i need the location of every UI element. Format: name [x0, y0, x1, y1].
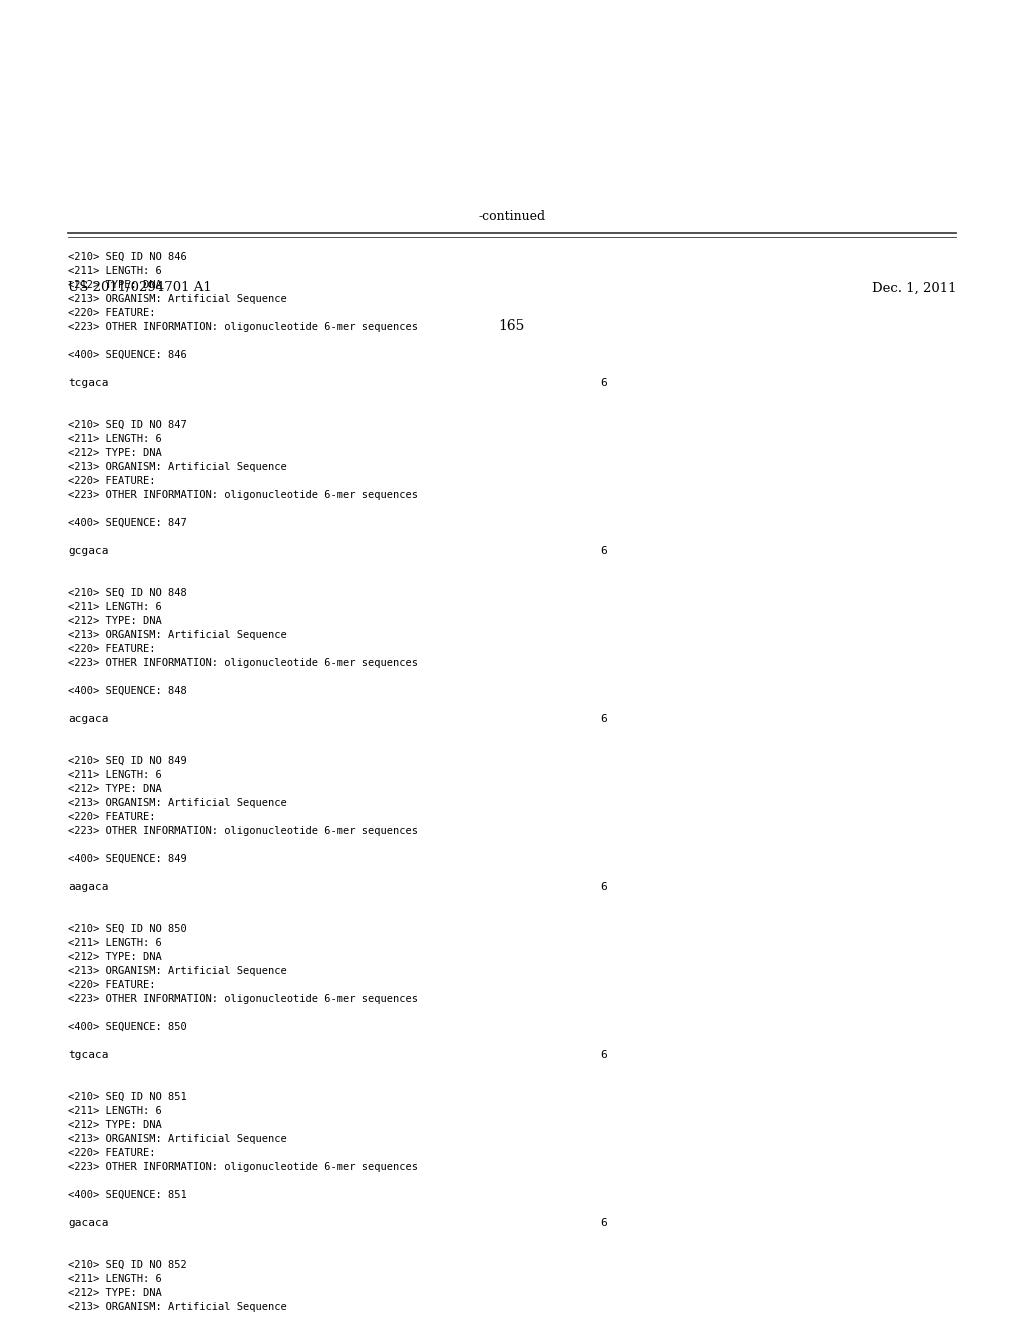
Text: 6: 6 — [600, 1049, 607, 1060]
Text: <212> TYPE: DNA: <212> TYPE: DNA — [68, 1288, 162, 1298]
Text: US 2011/0294701 A1: US 2011/0294701 A1 — [68, 281, 212, 294]
Text: tgcaca: tgcaca — [68, 1049, 109, 1060]
Text: gcgaca: gcgaca — [68, 546, 109, 556]
Text: -continued: -continued — [478, 210, 546, 223]
Text: <212> TYPE: DNA: <212> TYPE: DNA — [68, 447, 162, 458]
Text: <211> LENGTH: 6: <211> LENGTH: 6 — [68, 1274, 162, 1284]
Text: gacaca: gacaca — [68, 1218, 109, 1228]
Text: <213> ORGANISM: Artificial Sequence: <213> ORGANISM: Artificial Sequence — [68, 966, 287, 975]
Text: acgaca: acgaca — [68, 714, 109, 723]
Text: <210> SEQ ID NO 851: <210> SEQ ID NO 851 — [68, 1092, 186, 1102]
Text: <210> SEQ ID NO 849: <210> SEQ ID NO 849 — [68, 756, 186, 766]
Text: <213> ORGANISM: Artificial Sequence: <213> ORGANISM: Artificial Sequence — [68, 1302, 287, 1312]
Text: <220> FEATURE:: <220> FEATURE: — [68, 812, 156, 822]
Text: aagaca: aagaca — [68, 882, 109, 892]
Text: <210> SEQ ID NO 847: <210> SEQ ID NO 847 — [68, 420, 186, 430]
Text: <212> TYPE: DNA: <212> TYPE: DNA — [68, 280, 162, 290]
Text: <213> ORGANISM: Artificial Sequence: <213> ORGANISM: Artificial Sequence — [68, 1134, 287, 1144]
Text: <220> FEATURE:: <220> FEATURE: — [68, 644, 156, 653]
Text: <213> ORGANISM: Artificial Sequence: <213> ORGANISM: Artificial Sequence — [68, 630, 287, 640]
Text: <220> FEATURE:: <220> FEATURE: — [68, 308, 156, 318]
Text: <210> SEQ ID NO 848: <210> SEQ ID NO 848 — [68, 587, 186, 598]
Text: <213> ORGANISM: Artificial Sequence: <213> ORGANISM: Artificial Sequence — [68, 294, 287, 304]
Text: <400> SEQUENCE: 849: <400> SEQUENCE: 849 — [68, 854, 186, 865]
Text: <213> ORGANISM: Artificial Sequence: <213> ORGANISM: Artificial Sequence — [68, 799, 287, 808]
Text: 6: 6 — [600, 1218, 607, 1228]
Text: <211> LENGTH: 6: <211> LENGTH: 6 — [68, 434, 162, 444]
Text: <211> LENGTH: 6: <211> LENGTH: 6 — [68, 1106, 162, 1115]
Text: <210> SEQ ID NO 846: <210> SEQ ID NO 846 — [68, 252, 186, 261]
Text: <211> LENGTH: 6: <211> LENGTH: 6 — [68, 602, 162, 612]
Text: <223> OTHER INFORMATION: oligonucleotide 6-mer sequences: <223> OTHER INFORMATION: oligonucleotide… — [68, 657, 418, 668]
Text: tcgaca: tcgaca — [68, 378, 109, 388]
Text: 6: 6 — [600, 546, 607, 556]
Text: <220> FEATURE:: <220> FEATURE: — [68, 477, 156, 486]
Text: 165: 165 — [499, 319, 525, 333]
Text: <212> TYPE: DNA: <212> TYPE: DNA — [68, 784, 162, 795]
Text: <223> OTHER INFORMATION: oligonucleotide 6-mer sequences: <223> OTHER INFORMATION: oligonucleotide… — [68, 826, 418, 836]
Text: <400> SEQUENCE: 851: <400> SEQUENCE: 851 — [68, 1191, 186, 1200]
Text: 6: 6 — [600, 378, 607, 388]
Text: 6: 6 — [600, 882, 607, 892]
Text: <223> OTHER INFORMATION: oligonucleotide 6-mer sequences: <223> OTHER INFORMATION: oligonucleotide… — [68, 322, 418, 333]
Text: <212> TYPE: DNA: <212> TYPE: DNA — [68, 1119, 162, 1130]
Text: 6: 6 — [600, 714, 607, 723]
Text: <211> LENGTH: 6: <211> LENGTH: 6 — [68, 267, 162, 276]
Text: <211> LENGTH: 6: <211> LENGTH: 6 — [68, 939, 162, 948]
Text: Dec. 1, 2011: Dec. 1, 2011 — [871, 281, 956, 294]
Text: <223> OTHER INFORMATION: oligonucleotide 6-mer sequences: <223> OTHER INFORMATION: oligonucleotide… — [68, 994, 418, 1005]
Text: <220> FEATURE:: <220> FEATURE: — [68, 979, 156, 990]
Text: <212> TYPE: DNA: <212> TYPE: DNA — [68, 616, 162, 626]
Text: <213> ORGANISM: Artificial Sequence: <213> ORGANISM: Artificial Sequence — [68, 462, 287, 473]
Text: <220> FEATURE:: <220> FEATURE: — [68, 1148, 156, 1158]
Text: <400> SEQUENCE: 848: <400> SEQUENCE: 848 — [68, 686, 186, 696]
Text: <223> OTHER INFORMATION: oligonucleotide 6-mer sequences: <223> OTHER INFORMATION: oligonucleotide… — [68, 1162, 418, 1172]
Text: <210> SEQ ID NO 850: <210> SEQ ID NO 850 — [68, 924, 186, 935]
Text: <212> TYPE: DNA: <212> TYPE: DNA — [68, 952, 162, 962]
Text: <223> OTHER INFORMATION: oligonucleotide 6-mer sequences: <223> OTHER INFORMATION: oligonucleotide… — [68, 490, 418, 500]
Text: <210> SEQ ID NO 852: <210> SEQ ID NO 852 — [68, 1261, 186, 1270]
Text: <211> LENGTH: 6: <211> LENGTH: 6 — [68, 770, 162, 780]
Text: <400> SEQUENCE: 847: <400> SEQUENCE: 847 — [68, 517, 186, 528]
Text: <400> SEQUENCE: 846: <400> SEQUENCE: 846 — [68, 350, 186, 360]
Text: <400> SEQUENCE: 850: <400> SEQUENCE: 850 — [68, 1022, 186, 1032]
